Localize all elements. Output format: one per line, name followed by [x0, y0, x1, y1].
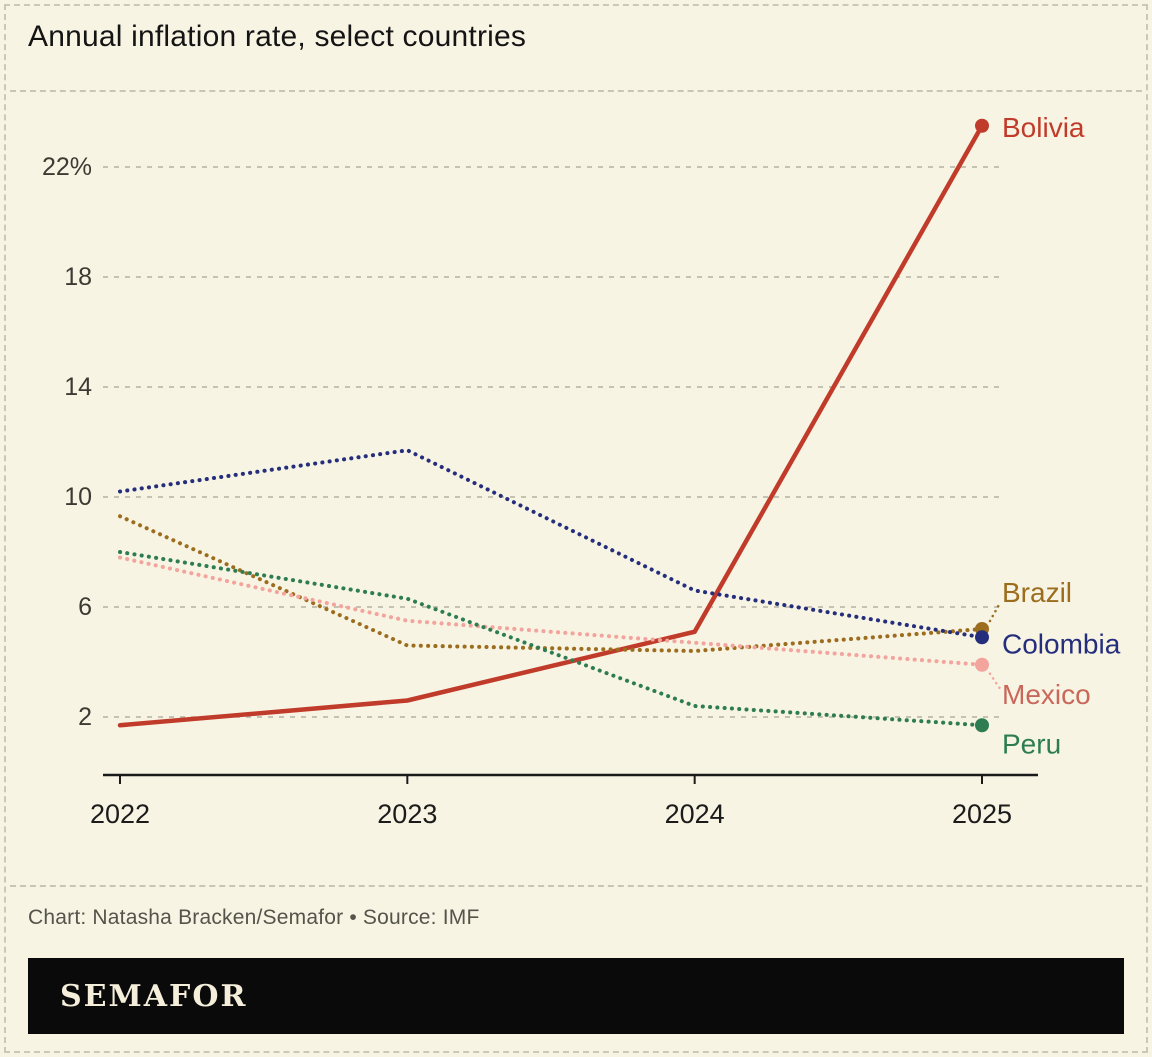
- svg-text:Mexico: Mexico: [1002, 679, 1091, 710]
- svg-text:2024: 2024: [665, 799, 725, 829]
- svg-text:Brazil: Brazil: [1002, 577, 1072, 608]
- svg-text:22%: 22%: [42, 153, 92, 181]
- chart-svg: 2 6 10 14 18 22% 2022 2023 2024 2025 Bolivia Brazil…: [42, 112, 1121, 829]
- brand-bar: SEMAFOR: [28, 958, 1124, 1034]
- svg-text:10: 10: [64, 483, 92, 511]
- svg-text:2025: 2025: [952, 799, 1012, 829]
- svg-text:2023: 2023: [377, 799, 437, 829]
- svg-text:Colombia: Colombia: [1002, 628, 1121, 659]
- svg-text:18: 18: [64, 263, 92, 291]
- bottom-separator: [10, 885, 1142, 887]
- svg-text:2022: 2022: [90, 799, 150, 829]
- svg-text:Bolivia: Bolivia: [1002, 112, 1085, 143]
- svg-text:14: 14: [64, 373, 92, 401]
- chart-title: Annual inflation rate, select countries: [28, 20, 527, 53]
- svg-text:6: 6: [78, 593, 92, 621]
- svg-text:2: 2: [78, 703, 92, 731]
- chart-credit: Chart: Natasha Bracken/Semafor • Source:…: [28, 906, 480, 929]
- top-separator: [10, 90, 1142, 92]
- brand-logo: SEMAFOR: [60, 978, 248, 1014]
- svg-text:Peru: Peru: [1002, 728, 1061, 759]
